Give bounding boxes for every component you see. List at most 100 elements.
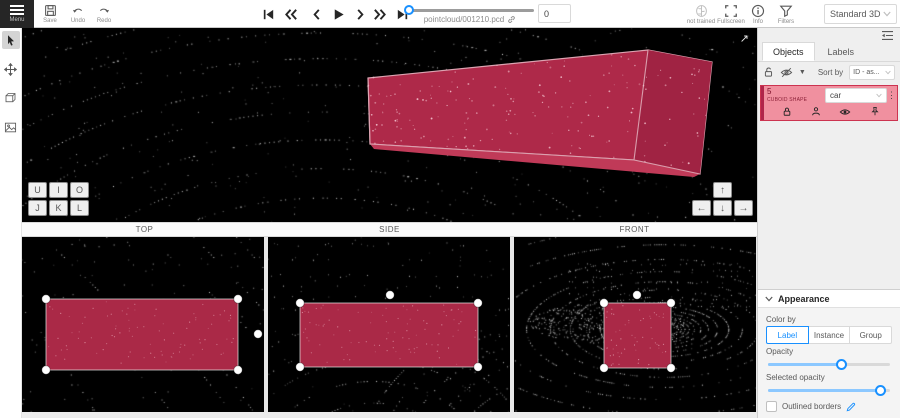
- resize-handle[interactable]: [666, 363, 676, 373]
- expand-all-caret-icon[interactable]: ▼: [798, 68, 806, 76]
- resize-handle[interactable]: [599, 298, 609, 308]
- tab-objects[interactable]: Objects: [762, 42, 815, 61]
- camera-keys: U I O J K L: [28, 182, 89, 216]
- arrow-left-key[interactable]: ←: [692, 200, 711, 216]
- frame-number-input[interactable]: [538, 4, 571, 23]
- image-icon: [4, 122, 17, 132]
- ai-tools-button[interactable]: not trained: [687, 1, 715, 27]
- resize-handle[interactable]: [41, 365, 51, 375]
- camera-key-o[interactable]: O: [70, 182, 89, 198]
- save-button[interactable]: Save: [40, 1, 60, 27]
- link-icon[interactable]: [507, 15, 516, 24]
- frame-slider-handle[interactable]: [404, 5, 414, 15]
- rotate-handle[interactable]: [385, 290, 395, 300]
- info-button[interactable]: Info: [747, 1, 769, 27]
- object-color-strip: [761, 86, 764, 120]
- tab-labels[interactable]: Labels: [827, 46, 855, 57]
- top-view[interactable]: [22, 237, 264, 412]
- resize-handle[interactable]: [233, 294, 243, 304]
- cuboid-annotation[interactable]: [22, 28, 757, 222]
- move-tool-button[interactable]: [2, 60, 20, 78]
- selected-opacity-slider[interactable]: [768, 384, 890, 396]
- eye-hidden-icon[interactable]: [780, 67, 793, 78]
- color-by-label-button[interactable]: Label: [766, 326, 809, 344]
- collapse-sidebar-icon[interactable]: [881, 30, 894, 41]
- resize-handle[interactable]: [41, 294, 51, 304]
- color-by-group-button[interactable]: Group: [849, 326, 893, 344]
- outlined-borders-checkbox[interactable]: [766, 401, 777, 412]
- edit-color-pencil-icon[interactable]: [846, 402, 856, 412]
- bottom-strip: [22, 412, 757, 418]
- previous-frame-button[interactable]: [306, 4, 326, 24]
- resize-handle[interactable]: [666, 298, 676, 308]
- undo-button[interactable]: Undo: [68, 1, 88, 27]
- first-frame-button[interactable]: [258, 4, 278, 24]
- fullscreen-button[interactable]: Fullscreen: [717, 1, 745, 27]
- object-actions-menu[interactable]: ⋮: [887, 90, 896, 100]
- opacity-slider-handle[interactable]: [836, 359, 848, 370]
- resize-view-icon[interactable]: ↗: [739, 33, 749, 45]
- object-occluded-toggle[interactable]: [811, 106, 821, 117]
- camera-key-u[interactable]: U: [28, 182, 47, 198]
- appearance-header[interactable]: Appearance: [758, 290, 900, 308]
- cursor-tool-button[interactable]: [1, 31, 20, 49]
- resize-handle[interactable]: [295, 298, 305, 308]
- rotate-handle[interactable]: [632, 290, 642, 300]
- play-button[interactable]: [328, 4, 348, 24]
- rotate-handle[interactable]: [253, 329, 263, 339]
- outlined-borders-label: Outlined borders: [782, 402, 842, 411]
- photo-context-button[interactable]: [2, 118, 20, 136]
- object-pin-toggle[interactable]: [870, 106, 880, 117]
- selected-opacity-slider-fill: [768, 389, 881, 392]
- chevron-down-icon: [765, 296, 773, 302]
- redo-icon: [99, 8, 110, 13]
- object-hidden-toggle[interactable]: [839, 106, 851, 117]
- color-by-label: Color by: [766, 315, 796, 324]
- camera-key-j[interactable]: J: [28, 200, 47, 216]
- resize-handle[interactable]: [473, 362, 483, 372]
- perspective-view[interactable]: U I O J K L ↑ ← ↓ → ↗: [22, 28, 757, 222]
- color-by-instance-button[interactable]: Instance: [807, 326, 851, 344]
- next-frame-button[interactable]: [350, 4, 370, 24]
- menu-button[interactable]: Menu: [0, 0, 34, 28]
- workspace-select[interactable]: Standard 3D: [824, 4, 897, 24]
- resize-handle[interactable]: [473, 298, 483, 308]
- lock-icon: [783, 107, 791, 116]
- draw-cuboid-button[interactable]: [2, 89, 20, 107]
- front-view[interactable]: [514, 237, 756, 412]
- cuboid-side-projection[interactable]: [299, 302, 479, 368]
- object-lock-toggle[interactable]: [782, 106, 792, 117]
- brain-icon: [695, 4, 707, 17]
- selected-opacity-slider-handle[interactable]: [875, 385, 887, 396]
- sort-select[interactable]: ID - as...: [849, 64, 895, 80]
- arrow-down-key[interactable]: ↓: [713, 200, 732, 216]
- backward-button[interactable]: [281, 4, 301, 24]
- frame-slider-rail[interactable]: [404, 5, 534, 15]
- filters-button[interactable]: Filters: [774, 1, 798, 27]
- cuboid-inner-points: [367, 53, 707, 166]
- resize-handle[interactable]: [295, 362, 305, 372]
- next-icon: [356, 8, 364, 20]
- object-label-select[interactable]: car: [825, 88, 887, 103]
- object-item-car[interactable]: 5 CUBOID SHAPE car ⋮: [760, 85, 898, 121]
- opacity-label: Opacity: [766, 347, 794, 356]
- resize-handle[interactable]: [599, 363, 609, 373]
- cuboid-front-projection[interactable]: [603, 302, 672, 369]
- forward-button[interactable]: [370, 4, 390, 24]
- cuboid-top-projection[interactable]: [45, 298, 239, 371]
- camera-key-k[interactable]: K: [49, 200, 68, 216]
- chevron-down-icon: [885, 70, 891, 74]
- camera-key-i[interactable]: I: [49, 182, 68, 198]
- opacity-slider[interactable]: [768, 358, 890, 370]
- resize-handle[interactable]: [233, 365, 243, 375]
- lock-open-icon[interactable]: [763, 66, 774, 78]
- arrow-up-key[interactable]: ↑: [713, 182, 732, 198]
- fast-backward-icon: [285, 8, 297, 20]
- top-view-label: TOP: [135, 225, 154, 234]
- camera-key-l[interactable]: L: [70, 200, 89, 216]
- frame-slider[interactable]: pointcloud/001210.pcd: [404, 5, 534, 24]
- arrow-right-key[interactable]: →: [734, 200, 753, 216]
- redo-button[interactable]: Redo: [94, 1, 114, 27]
- side-view[interactable]: [268, 237, 510, 412]
- top-bar: Menu Save Undo Redo: [0, 0, 900, 28]
